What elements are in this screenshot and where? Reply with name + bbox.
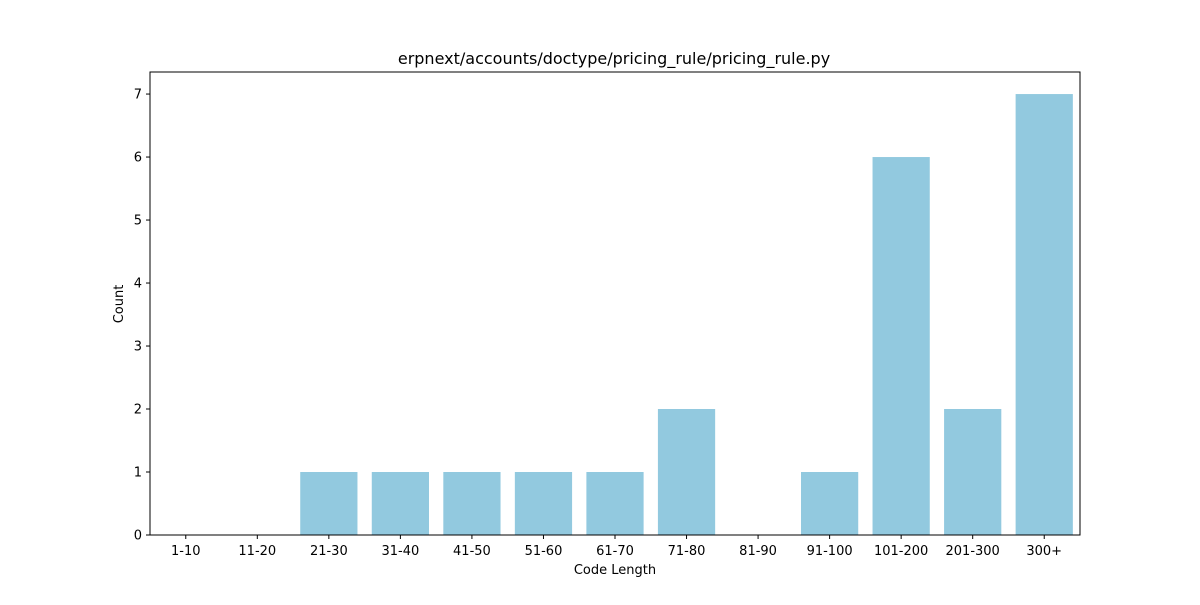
y-tick-label: 4	[134, 277, 142, 292]
x-tick-label: 71-80	[668, 544, 706, 559]
y-tick-label: 3	[134, 340, 142, 355]
x-tick-label: 91-100	[807, 544, 853, 559]
bars-group	[300, 94, 1073, 536]
y-tick-label: 6	[134, 151, 142, 166]
x-tick-label: 21-30	[310, 544, 348, 559]
x-tick-label: 101-200	[874, 544, 928, 559]
plot-frame	[149, 71, 1081, 536]
x-axis-ticks: 1-10 11-20 21-30 31-40 41-50 51-60 61-70 71-80 8…	[171, 535, 1062, 559]
bar-21-30	[300, 472, 358, 535]
bar-51-60	[514, 472, 573, 535]
x-tick-label: 81-90	[739, 544, 777, 559]
x-tick-label: 300+	[1026, 544, 1062, 559]
chart-title: erpnext/accounts/doctype/pricing_rule/pr…	[398, 49, 830, 69]
bar-31-40	[371, 472, 429, 535]
bar-41-50	[443, 472, 501, 535]
x-tick-label: 31-40	[381, 544, 419, 559]
x-tick-label: 11-20	[238, 544, 276, 559]
x-tick-label: 1-10	[171, 544, 201, 559]
x-tick-label: 51-60	[525, 544, 563, 559]
x-axis-label: Code Length	[574, 563, 656, 578]
bar-101-200	[872, 157, 930, 536]
y-axis-ticks: 0 1 2 3 4 5 6 7	[134, 88, 150, 544]
bar-91-100	[801, 472, 859, 535]
x-tick-label: 41-50	[453, 544, 491, 559]
y-tick-label: 0	[134, 529, 142, 544]
bar-300+	[1015, 94, 1073, 536]
y-tick-label: 1	[134, 466, 142, 481]
y-tick-label: 7	[134, 88, 142, 103]
y-tick-label: 2	[134, 403, 142, 418]
bar-71-80	[657, 409, 716, 535]
bar-61-70	[586, 472, 644, 535]
bar-201-300	[944, 409, 1002, 535]
y-axis-label: Count	[112, 285, 127, 324]
y-tick-label: 5	[134, 214, 142, 229]
x-tick-label: 61-70	[596, 544, 634, 559]
x-tick-label: 201-300	[946, 544, 1000, 559]
